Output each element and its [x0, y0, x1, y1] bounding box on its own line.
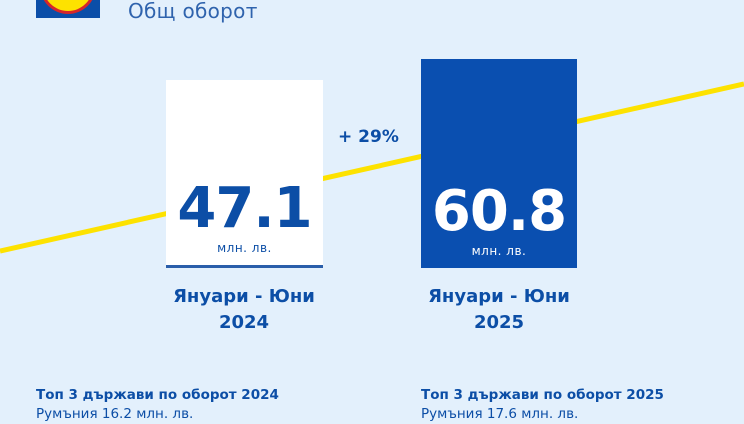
top3-heading: Топ 3 държави по оборот 2025	[421, 387, 664, 403]
period-months: Януари - Юни	[173, 286, 315, 307]
period-months: Януари - Юни	[428, 286, 570, 307]
bar-value: 60.8	[431, 179, 567, 244]
period-year: 2025	[473, 312, 525, 333]
chart-subtitle: Общ оборот	[128, 0, 258, 23]
top3-countries-2025: Топ 3 държави по оборот 2025 Румъния 17.…	[421, 386, 664, 424]
period-label-2025: Януари - Юни 2025	[399, 284, 599, 336]
top3-heading: Топ 3 държави по оборот 2024	[36, 387, 279, 403]
bar-unit: млн. лв.	[217, 241, 272, 255]
logo-sun	[43, 0, 93, 11]
top3-row: Румъния 17.6 млн. лв.	[421, 406, 579, 422]
top3-countries-2024: Топ 3 държави по оборот 2024 Румъния 16.…	[36, 386, 279, 424]
bar-unit: млн. лв.	[471, 244, 527, 258]
bar-value: 47.1	[177, 176, 312, 241]
period-year: 2024	[218, 312, 270, 333]
bar-2024: 47.1 млн. лв.	[166, 80, 323, 268]
top3-row: Румъния 16.2 млн. лв.	[36, 406, 194, 422]
bar-2025: 60.8 млн. лв.	[421, 59, 577, 268]
growth-label: + 29%	[338, 127, 399, 147]
lidl-logo-icon	[36, 0, 100, 18]
period-label-2024: Януари - Юни 2024	[144, 284, 344, 336]
